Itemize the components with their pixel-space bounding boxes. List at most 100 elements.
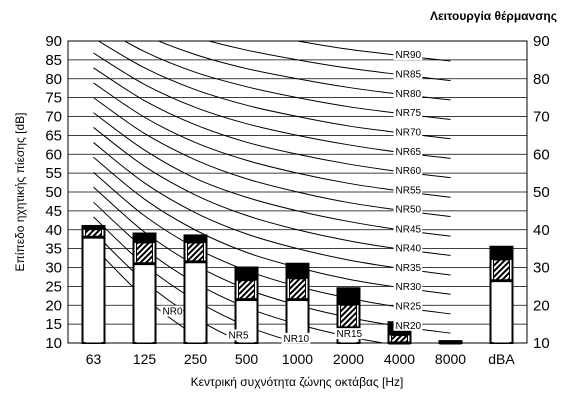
y-tick-label-right: 70 <box>533 109 550 126</box>
y-ticks-right: 10 20 30 40 50 60 70 80 90 <box>533 33 550 352</box>
nr-label-bg <box>393 145 423 157</box>
chart-title: Λειτουργία θέρμανσης <box>430 9 557 23</box>
nr-label: NR0 <box>163 307 183 318</box>
bar-hatch-band <box>340 304 357 329</box>
nr-label-bg <box>393 126 423 138</box>
y-tick-label: 20 <box>45 297 62 314</box>
nr-label: NR55 <box>396 185 422 196</box>
y-tick-label: 80 <box>45 71 62 88</box>
bar-lower-box <box>493 282 510 343</box>
y-tick-label: 70 <box>45 109 62 126</box>
nr-label-bg <box>393 87 423 99</box>
y-tick-label-right: 40 <box>533 222 550 239</box>
nr-label: NR15 <box>337 329 363 340</box>
nr-label: NR25 <box>396 302 422 313</box>
bars <box>81 224 514 345</box>
nr-label: NR60 <box>396 166 422 177</box>
nr-label: NR20 <box>396 321 422 332</box>
bar-lower-box <box>85 238 102 343</box>
y-tick-label-right: 10 <box>533 335 550 352</box>
y-tick-label-right: 80 <box>533 71 550 88</box>
nr-label-bg <box>281 332 311 344</box>
bar-top-band <box>286 263 309 279</box>
y-tick-label: 60 <box>45 146 62 163</box>
bar-top-band <box>184 235 207 243</box>
nr-label-bg <box>393 49 423 61</box>
y-tick-label: 35 <box>45 241 62 258</box>
bar-hatch-band <box>136 242 153 265</box>
nr-label-bg <box>393 319 423 331</box>
nr-label-bg <box>393 203 423 215</box>
bar-lower-box <box>187 263 204 343</box>
nr-label: NR75 <box>396 108 422 119</box>
nr-label-bg <box>393 223 423 235</box>
bar-lower-box <box>136 265 153 343</box>
y-tick-label: 45 <box>45 203 62 220</box>
x-tick-label: 4000 <box>384 351 415 367</box>
y-tick-label-right: 30 <box>533 260 550 277</box>
nr-curve <box>93 67 451 179</box>
y-tick-label-right: 50 <box>533 184 550 201</box>
y-tick-label: 30 <box>45 260 62 277</box>
nr-label: NR35 <box>396 263 422 274</box>
nr-label-bg <box>334 328 364 340</box>
y-tick-label: 15 <box>45 316 62 333</box>
bar-hatch-band <box>289 278 306 301</box>
nr-label: NR50 <box>396 205 422 216</box>
nr-label: NR30 <box>396 282 422 293</box>
x-tick-label: 250 <box>184 351 208 367</box>
y-tick-label: 10 <box>45 335 62 352</box>
nr-label-bg <box>393 281 423 293</box>
bar-lower-box <box>289 301 306 343</box>
y-tick-label: 85 <box>45 52 62 69</box>
y-tick-label-right: 20 <box>533 297 550 314</box>
y-axis-label: Επίπεδο ηχητικής πίεσης [dB] <box>13 113 27 272</box>
nr-label: NR65 <box>396 147 422 158</box>
y-tick-label: 75 <box>45 90 62 107</box>
nr-labels: NR0 NR5 NR10 NR15 NR20 NR25 NR30 NR35 NR40 NR45 NR… <box>160 49 423 345</box>
nr-label-bg <box>393 242 423 254</box>
nr-label: NR45 <box>396 224 422 235</box>
nr-label-bg <box>393 165 423 177</box>
nr-label-bg <box>393 300 423 312</box>
x-tick-label: 2000 <box>333 351 364 367</box>
bar-top-band <box>490 246 513 260</box>
x-tick-label: dBA <box>488 351 515 367</box>
y-tick-label: 50 <box>45 184 62 201</box>
nr-label: NR10 <box>284 334 310 345</box>
bar-hatch-band <box>238 280 255 301</box>
x-tick-label: 8000 <box>435 351 466 367</box>
y-tick-label: 65 <box>45 127 62 144</box>
nr-label-bg <box>393 184 423 196</box>
bar-hatch-band <box>493 259 510 282</box>
y-tick-label: 40 <box>45 222 62 239</box>
nr-label-bg <box>393 107 423 119</box>
y-tick-label-right: 90 <box>533 33 550 50</box>
nr-label: NR90 <box>396 50 422 61</box>
bar-hatch-band <box>187 242 204 263</box>
nr-label: NR70 <box>396 127 422 138</box>
nr-label-bg <box>160 305 184 317</box>
x-tick-label: 1000 <box>282 351 313 367</box>
nr-label-bg <box>393 261 423 273</box>
y-tick-label: 90 <box>45 33 62 50</box>
bar-top-band <box>133 233 156 243</box>
x-tick-label: 63 <box>86 351 102 367</box>
x-tick-label: 125 <box>133 351 157 367</box>
nr-curve <box>93 82 451 198</box>
nr-label-bg <box>393 68 423 80</box>
x-ticks: 63 125 250 500 1000 2000 4000 8000 dBA <box>86 351 516 367</box>
bar-top-band <box>235 267 258 281</box>
y-tick-label: 55 <box>45 165 62 182</box>
bar-top-band <box>337 288 360 306</box>
x-tick-label: 500 <box>235 351 259 367</box>
bar-top-band <box>82 225 105 230</box>
nr-label: NR80 <box>396 89 422 100</box>
nr-label: NR85 <box>396 69 422 80</box>
nr-label-bg <box>226 329 250 341</box>
y-tick-label-right: 60 <box>533 146 550 163</box>
nr-label: NR40 <box>396 244 422 255</box>
nr-label: NR5 <box>229 330 249 341</box>
